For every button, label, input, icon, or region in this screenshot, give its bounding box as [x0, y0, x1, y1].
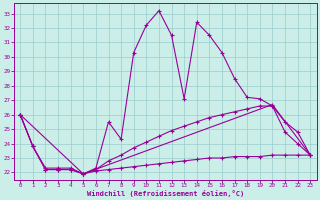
- X-axis label: Windchill (Refroidissement éolien,°C): Windchill (Refroidissement éolien,°C): [87, 190, 244, 197]
